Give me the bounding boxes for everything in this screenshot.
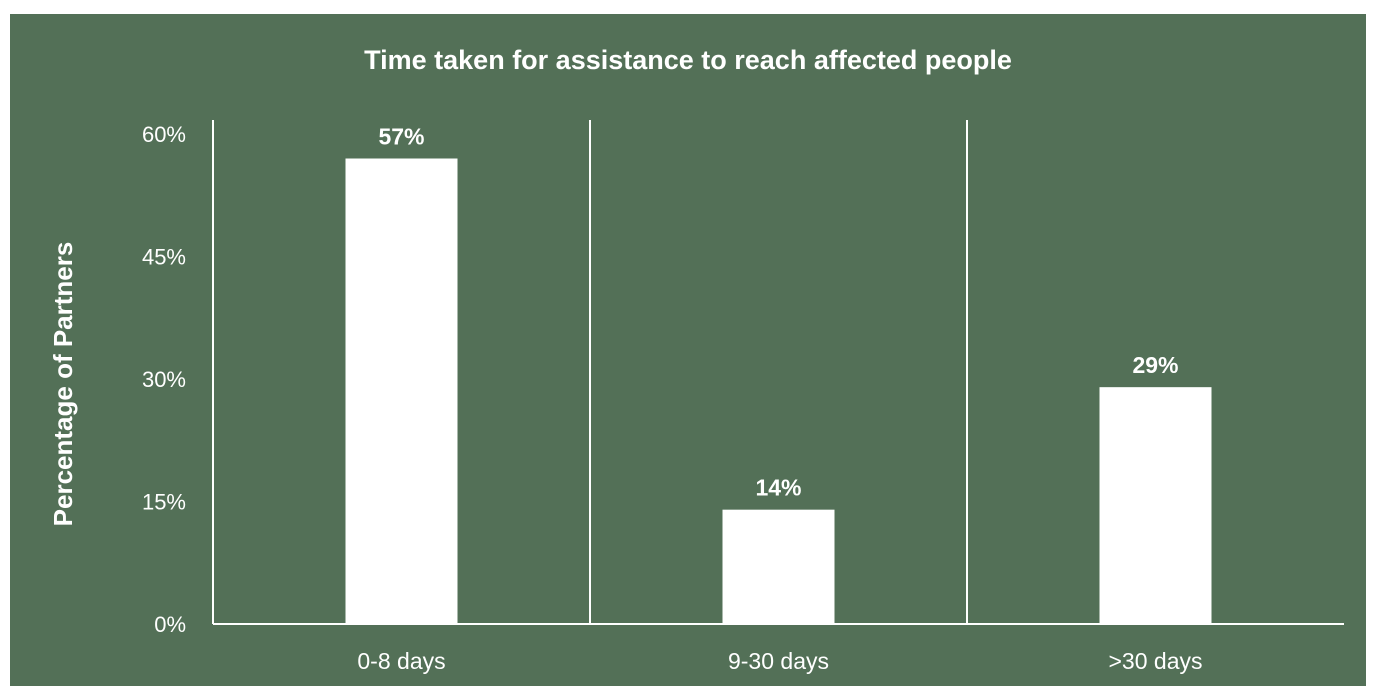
y-axis-ticks: 0% 15% 30% 45% 60% xyxy=(142,122,186,637)
bar xyxy=(1099,387,1212,624)
chart-container: Time taken for assistance to reach affec… xyxy=(10,14,1366,686)
bar-chart: Time taken for assistance to reach affec… xyxy=(48,45,1344,674)
axes xyxy=(212,120,1344,625)
y-tick-label: 0% xyxy=(154,612,186,637)
x-axis-labels: 0-8 days 9-30 days >30 days xyxy=(357,648,1202,674)
bar-value-label: 29% xyxy=(1132,352,1178,378)
x-tick-label: >30 days xyxy=(1109,648,1203,674)
category-separators xyxy=(589,120,968,624)
chart-title: Time taken for assistance to reach affec… xyxy=(364,45,1012,75)
bar-value-label: 14% xyxy=(755,475,801,501)
x-tick-label: 9-30 days xyxy=(728,648,829,674)
y-tick-label: 60% xyxy=(142,122,186,147)
value-labels: 57% 14% 29% xyxy=(378,124,1178,501)
y-tick-label: 30% xyxy=(142,367,186,392)
bars xyxy=(345,158,1212,624)
bar xyxy=(722,509,835,624)
bar-value-label: 57% xyxy=(378,124,424,150)
x-tick-label: 0-8 days xyxy=(357,648,445,674)
y-axis-label: Percentage of Partners xyxy=(48,242,78,527)
y-tick-label: 45% xyxy=(142,245,186,270)
bar xyxy=(345,158,458,624)
y-tick-label: 15% xyxy=(142,490,186,515)
